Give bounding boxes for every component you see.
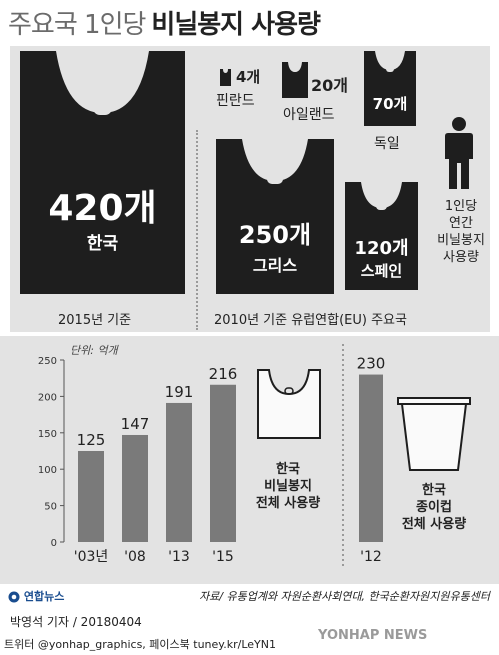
byline: 박영석 기자 / 20180404 <box>10 615 142 629</box>
germany-bag: 70개 <box>364 51 416 126</box>
title-bold: 비닐봉지 사용량 <box>151 10 320 40</box>
germany-value: 70개 <box>372 95 408 113</box>
korea-name: 한국 <box>86 234 119 254</box>
bar-value-label: 191 <box>165 383 194 401</box>
paper-cup-icon <box>397 397 471 471</box>
finland-bag <box>220 69 231 86</box>
y-tick-label: 100 <box>38 465 57 476</box>
x-tick-label: '12 <box>360 549 382 565</box>
bar <box>210 384 236 542</box>
greece-bag: 250개 그리스 <box>216 139 334 294</box>
plastic-label-line: 전체 사용량 <box>256 495 320 511</box>
watermark: YONHAP NEWS <box>318 628 428 643</box>
y-tick-label: 150 <box>38 429 57 440</box>
finland-value: 4개 <box>236 68 261 86</box>
plastic-label-line: 한국 <box>276 461 300 477</box>
bar <box>122 434 148 542</box>
plastic-bag-outline-icon <box>257 369 321 439</box>
greece-name: 그리스 <box>252 256 298 275</box>
plastic-bag-icon <box>220 69 231 86</box>
korea-value: 420개 <box>48 188 157 229</box>
x-tick-label: '13 <box>168 549 190 565</box>
per-capita-note: 1인당 연간 비닐봉지 사용량 <box>428 198 494 266</box>
ireland-bag <box>282 62 308 98</box>
ireland-value: 20개 <box>311 76 348 95</box>
bar <box>359 374 383 542</box>
bar-value-label: 147 <box>121 415 150 433</box>
bar <box>78 451 104 542</box>
note-line: 사용량 <box>443 250 479 265</box>
caption-2015: 2015년 기준 <box>58 313 132 328</box>
y-tick-label: 250 <box>38 356 57 367</box>
plastic-bag-icon <box>282 62 308 98</box>
unit-label: 단위: 억개 <box>70 344 120 357</box>
yonhap-logo: 연합뉴스 <box>8 588 64 604</box>
greece-value: 250개 <box>238 221 312 249</box>
spain-bag: 120개 스페인 <box>345 182 418 290</box>
note-line: 연간 <box>449 216 473 231</box>
germany-name: 독일 <box>374 136 400 152</box>
note-line: 1인당 <box>444 199 478 214</box>
bar-value-label: 125 <box>77 431 106 449</box>
bottom-chart: 0 50 100 150 200 250 125 '03년 147 '08 191 '13 216 '1… <box>38 344 471 566</box>
x-tick-label: '08 <box>124 549 146 565</box>
paper-label-line: 전체 사용량 <box>402 516 466 532</box>
social-links: 트위터 @yonhap_graphics, 페이스북 tuney.kr/LeYN… <box>4 638 276 651</box>
spain-value: 120개 <box>354 238 409 259</box>
title-light: 주요국 1인당 <box>8 10 146 40</box>
y-tick-label: 200 <box>38 392 57 403</box>
paper-label-line: 한국 <box>422 482 446 498</box>
bar <box>166 402 192 542</box>
caption-2010: 2010년 기준 유럽연합(EU) 주요국 <box>214 313 407 328</box>
bar-value-label: 230 <box>357 355 386 373</box>
logo-text: 연합뉴스 <box>23 590 65 603</box>
y-axis: 0 50 100 150 200 250 <box>38 356 65 549</box>
plastic-bag-icon <box>364 51 416 126</box>
plastic-label-line: 비닐봉지 <box>264 479 312 494</box>
plastic-bag-icon <box>20 51 185 294</box>
plastic-bag-icon <box>216 139 334 294</box>
korea-bag: 420개 한국 <box>20 51 185 294</box>
y-tick-label: 0 <box>51 538 57 549</box>
finland-name: 핀란드 <box>216 93 255 109</box>
plastic-bag-icon <box>345 182 418 290</box>
person-icon <box>444 117 474 193</box>
ireland-name: 아일랜드 <box>283 107 335 123</box>
plastic-bar-series: 125 '03년 147 '08 191 '13 216 '15 <box>74 365 238 565</box>
source: 자료/ 유통업계와 자원순환사회연대, 한국순환자원지원유통센터 <box>199 590 490 603</box>
paper-bar-series: 230 '12 <box>357 355 386 565</box>
x-tick-label: '15 <box>212 549 234 565</box>
spain-name: 스페인 <box>360 262 403 280</box>
paper-label-line: 종이컵 <box>416 499 452 515</box>
panel-divider <box>196 130 198 330</box>
note-line: 비닐봉지 <box>437 233 485 248</box>
page-title: 주요국 1인당 비닐봉지 사용량 <box>8 4 321 41</box>
x-tick-label: '03년 <box>74 549 109 565</box>
bar-value-label: 216 <box>209 365 238 383</box>
y-tick-label: 50 <box>44 502 57 513</box>
yonhap-logo-icon <box>8 591 20 603</box>
